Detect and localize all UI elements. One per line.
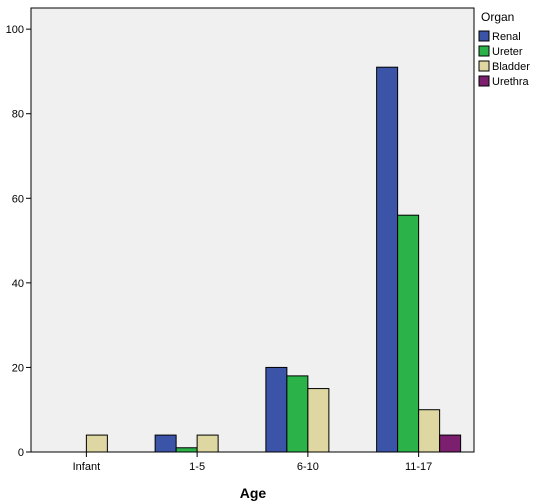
bar-ureter-6-10	[286, 375, 309, 453]
legend-swatch-bladder	[478, 60, 490, 72]
bar-bladder-11-17	[418, 409, 441, 453]
x-tick-label: 11-17	[405, 461, 432, 473]
legend-label-ureter: Ureter	[492, 46, 523, 58]
legend-swatch-renal	[478, 30, 490, 42]
bar-renal-6-10	[265, 366, 288, 453]
legend-swatch-urethra	[478, 75, 490, 87]
bar-ureter-1-5	[175, 447, 198, 453]
x-axis: Infant 1-5 6-10 11-17	[73, 452, 432, 473]
legend-swatch-ureter	[478, 45, 490, 57]
legend-label-urethra: Urethra	[492, 76, 530, 88]
bars	[85, 66, 462, 453]
y-tick-label: 60	[12, 193, 24, 205]
bar-bladder-infant	[85, 434, 108, 453]
y-tick-label: 80	[12, 109, 24, 121]
y-tick-label: 40	[12, 278, 24, 290]
bar-ureter-11-17	[397, 214, 420, 453]
bar-renal-11-17	[376, 66, 399, 453]
x-axis-title: Age	[240, 485, 267, 501]
bar-bladder-1-5	[196, 434, 219, 453]
legend-title: Organ	[481, 10, 514, 24]
bar-bladder-6-10	[307, 388, 330, 453]
legend-label-bladder: Bladder	[492, 61, 530, 73]
x-tick-label: Infant	[73, 461, 101, 473]
bar-renal-1-5	[154, 434, 177, 453]
y-tick-label: 20	[12, 362, 24, 374]
y-tick-label: 100	[6, 24, 24, 36]
y-axis: 0 20 40 60 80 100	[6, 24, 31, 459]
x-tick-label: 1-5	[189, 461, 205, 473]
y-tick-label: 0	[18, 447, 24, 459]
bar-urethra-11-17	[439, 434, 462, 453]
x-tick-label: 6-10	[297, 461, 319, 473]
legend-label-renal: Renal	[492, 31, 521, 43]
legend: Organ Renal Ureter Bladder Urethra	[478, 10, 530, 88]
